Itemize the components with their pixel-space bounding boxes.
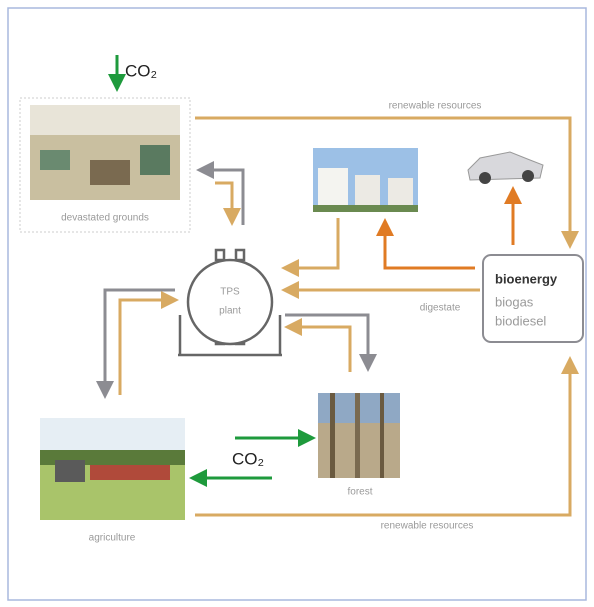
devastated-photo	[30, 105, 180, 200]
agriculture-photo	[40, 418, 185, 520]
plant-label: plant	[219, 306, 241, 317]
co2-label: CO₂	[232, 449, 264, 468]
bioenergy-title: bioenergy	[495, 271, 558, 286]
building-photo	[313, 148, 418, 212]
devastated-label: devastated grounds	[61, 213, 149, 224]
plant-label: TPS	[220, 287, 240, 298]
renewable-label: renewable resources	[389, 101, 482, 112]
digestate-label: digestate	[420, 303, 461, 314]
co2-label: CO₂	[125, 61, 157, 80]
diagram: CO₂ devastated grounds renewable resourc…	[0, 0, 594, 607]
bioenergy-item: biodiesel	[495, 313, 546, 328]
forest-photo	[318, 393, 400, 478]
forest-label: forest	[347, 487, 372, 498]
bioenergy-item: biogas	[495, 294, 534, 309]
renewable-label: renewable resources	[381, 521, 474, 532]
agriculture-label: agriculture	[89, 533, 136, 544]
